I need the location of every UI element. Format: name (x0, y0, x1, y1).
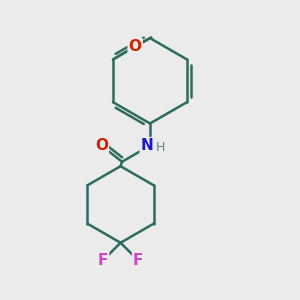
Text: O: O (129, 39, 142, 54)
Text: F: F (133, 253, 143, 268)
Text: O: O (95, 138, 108, 153)
Text: F: F (98, 253, 108, 268)
Text: H: H (156, 141, 165, 154)
Text: N: N (141, 138, 153, 153)
